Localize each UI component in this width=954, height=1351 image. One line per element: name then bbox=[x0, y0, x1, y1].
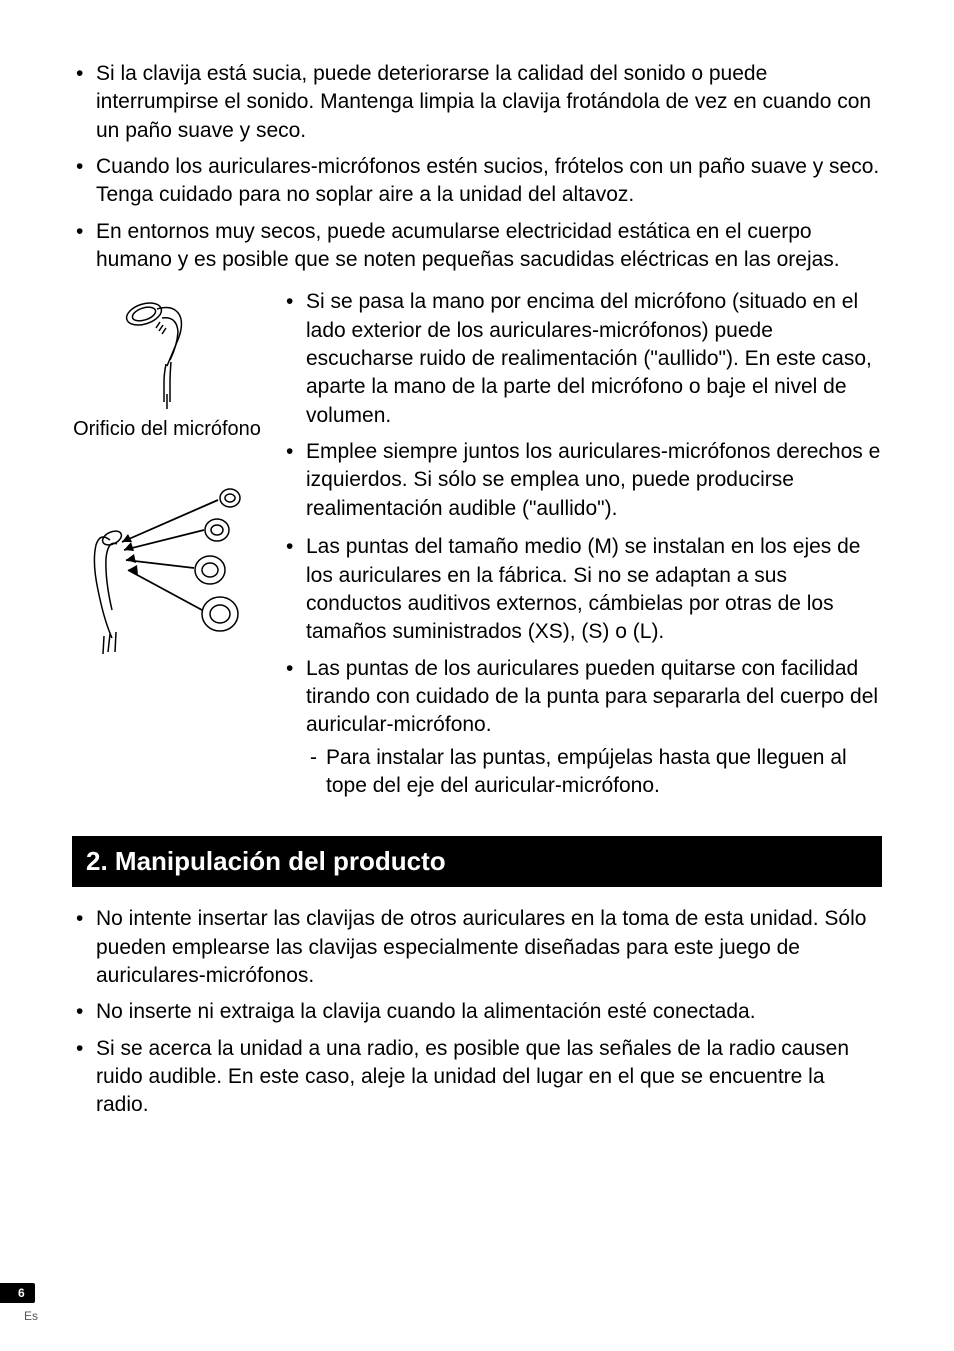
figure-text-row-1: Orificio del micrófono bbox=[72, 288, 882, 808]
section-header: 2. Manipulación del producto bbox=[72, 836, 882, 887]
top-bullet-list: Si la clavija está sucia, puede deterior… bbox=[72, 60, 882, 274]
list-item: Cuando los auriculares-micrófonos estén … bbox=[72, 153, 882, 210]
sub-list-item: Para instalar las puntas, empújelas hast… bbox=[306, 744, 882, 801]
list-item: Las puntas de los auriculares pueden qui… bbox=[282, 655, 882, 801]
eartips-figure bbox=[82, 480, 252, 660]
list-item: Emplee siempre juntos los auriculares-mi… bbox=[282, 438, 882, 523]
right-text-column: Si se pasa la mano por encima del micróf… bbox=[282, 288, 882, 808]
section2-bullet-list: No intente insertar las clavijas de otro… bbox=[72, 905, 882, 1119]
earphone-mic-figure bbox=[122, 294, 212, 409]
list-item: No intente insertar las clavijas de otro… bbox=[72, 905, 882, 990]
figure-label: Orificio del micrófono bbox=[73, 417, 261, 442]
page-number-badge: 6 bbox=[0, 1283, 35, 1303]
right-bullet-list-2: Las puntas del tamaño medio (M) se insta… bbox=[282, 533, 882, 800]
list-item: Si se acerca la unidad a una radio, es p… bbox=[72, 1035, 882, 1120]
right-bullet-list-1: Si se pasa la mano por encima del micróf… bbox=[282, 288, 882, 523]
list-item: No inserte ni extraiga la clavija cuando… bbox=[72, 998, 882, 1026]
list-item: Las puntas del tamaño medio (M) se insta… bbox=[282, 533, 882, 646]
list-item-text: Las puntas de los auriculares pueden qui… bbox=[306, 657, 878, 737]
list-item: Si la clavija está sucia, puede deterior… bbox=[72, 60, 882, 145]
language-code: Es bbox=[24, 1309, 38, 1323]
list-item: Si se pasa la mano por encima del micróf… bbox=[282, 288, 882, 430]
figure-column: Orificio del micrófono bbox=[72, 288, 262, 808]
list-item: En entornos muy secos, puede acumularse … bbox=[72, 218, 882, 275]
